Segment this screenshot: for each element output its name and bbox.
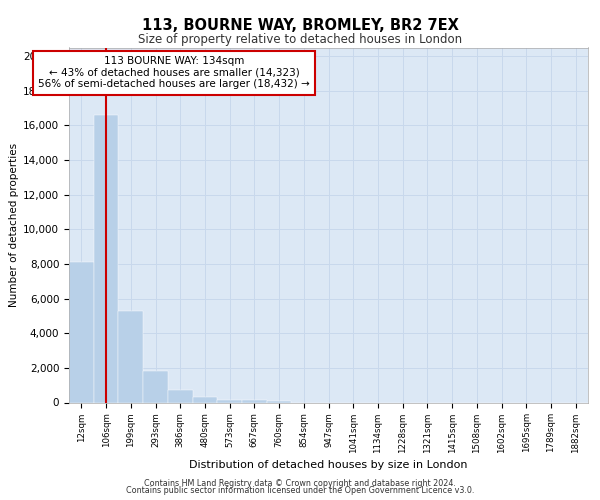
Bar [242,400,267,402]
Bar [168,390,193,402]
Bar [143,372,168,402]
Bar [267,400,292,402]
X-axis label: Distribution of detached houses by size in London: Distribution of detached houses by size … [189,460,468,469]
Text: 113, BOURNE WAY, BROMLEY, BR2 7EX: 113, BOURNE WAY, BROMLEY, BR2 7EX [142,18,458,32]
Text: Contains public sector information licensed under the Open Government Licence v3: Contains public sector information licen… [126,486,474,495]
Bar [69,262,94,402]
Y-axis label: Number of detached properties: Number of detached properties [9,143,19,307]
Bar [193,397,217,402]
Text: Contains HM Land Registry data © Crown copyright and database right 2024.: Contains HM Land Registry data © Crown c… [144,478,456,488]
Bar [217,400,242,402]
Bar [118,310,143,402]
Bar [94,115,118,403]
Text: Size of property relative to detached houses in London: Size of property relative to detached ho… [138,32,462,46]
Text: 113 BOURNE WAY: 134sqm
← 43% of detached houses are smaller (14,323)
56% of semi: 113 BOURNE WAY: 134sqm ← 43% of detached… [38,56,310,90]
